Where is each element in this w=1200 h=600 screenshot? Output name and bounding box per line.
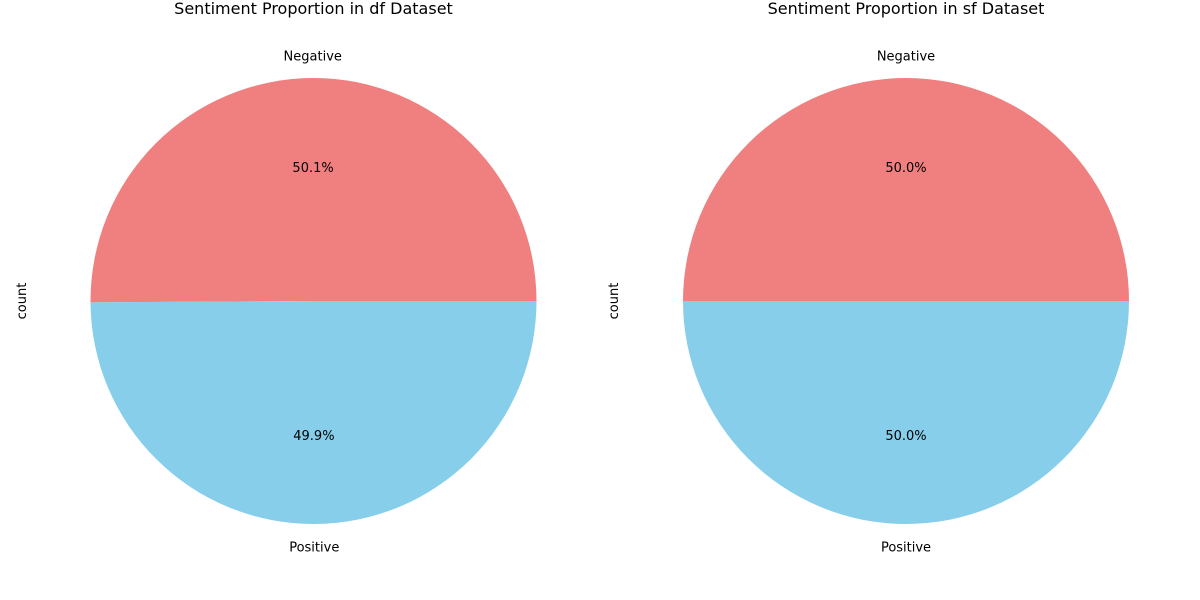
slices-sf: Negative 50.0% Positive 50.0% (683, 50, 1129, 555)
pie-slice-negative (683, 78, 1129, 301)
pie-chart-df: Sentiment Proportion in df Dataset count… (15, 0, 537, 555)
chart-title-df: Sentiment Proportion in df Dataset (174, 0, 453, 18)
ylabel-df: count (15, 283, 30, 320)
pie-slice-negative (90, 78, 537, 303)
category-label-positive: Positive (881, 540, 931, 555)
chart-title-sf: Sentiment Proportion in sf Dataset (768, 0, 1045, 18)
percent-label-negative: 50.1% (292, 161, 333, 176)
category-label-negative: Negative (877, 50, 935, 65)
category-label-negative: Negative (284, 50, 342, 65)
percent-label-positive: 50.0% (885, 429, 926, 444)
pie-slice-positive (90, 301, 537, 525)
slices-df: Negative 50.1% Positive 49.9% (90, 50, 537, 555)
percent-label-positive: 49.9% (293, 429, 334, 444)
percent-label-negative: 50.0% (885, 161, 926, 176)
category-label-positive: Positive (289, 540, 339, 555)
pie-chart-sf: Sentiment Proportion in sf Dataset count… (607, 0, 1129, 555)
ylabel-sf: count (607, 283, 622, 320)
pie-slice-positive (683, 301, 1129, 524)
